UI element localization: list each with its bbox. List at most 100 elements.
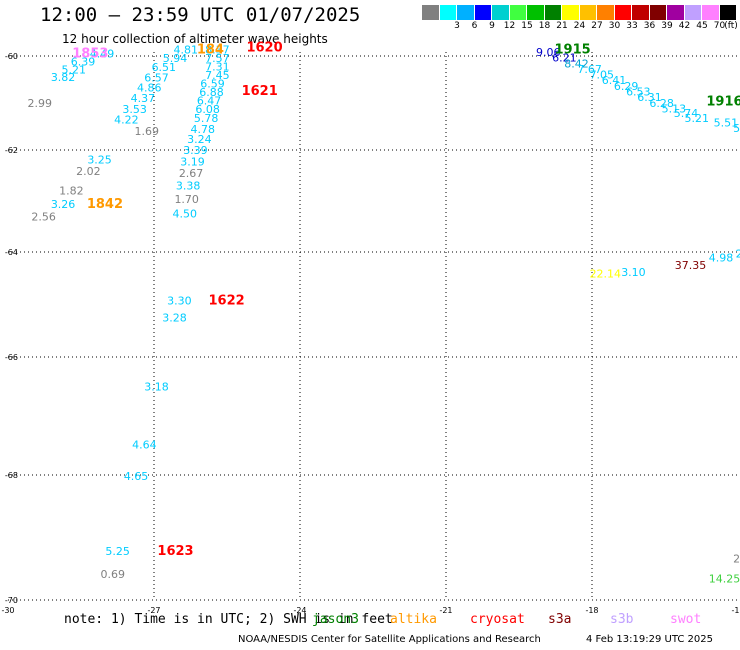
color-scale-tick-label: 27: [591, 21, 603, 31]
wave-height-value: 5.21: [684, 112, 709, 125]
wave-height-value: 3.26: [51, 198, 76, 211]
color-scale-tick-label: 36: [643, 21, 656, 31]
wave-height-value: 37.35: [675, 259, 707, 272]
color-swatch: [544, 5, 562, 20]
color-swatch: [632, 5, 650, 20]
wave-height-value: 5.51: [714, 117, 739, 130]
wave-height-value: 2: [736, 247, 740, 260]
color-swatch: [597, 5, 615, 20]
color-swatch: [684, 5, 702, 20]
wave-height-value: 4.98: [709, 251, 734, 264]
generation-timestamp: 4 Feb 13:19:29 UTC 2025: [586, 634, 713, 645]
color-swatch: [439, 5, 457, 20]
latitude-tick-label: -68: [5, 471, 18, 480]
wave-height-value: 6.47: [197, 94, 222, 107]
color-swatch: [579, 5, 597, 20]
wave-height-value: 4.64: [132, 438, 157, 451]
color-scale-unit: (ft): [724, 21, 738, 31]
color-swatch: [527, 5, 545, 20]
wave-height-value: 4.49: [90, 47, 115, 60]
wave-height-value: 3.53: [122, 103, 147, 116]
wave-height-value: 6.28: [649, 97, 674, 110]
color-scale-tick-label: 45: [696, 21, 708, 31]
wave-height-value: 5.78: [194, 112, 219, 125]
wave-height-value: 22.14: [590, 268, 622, 281]
wave-height-value: 6.08: [195, 103, 220, 116]
wave-height-value: 0.69: [100, 568, 125, 581]
wave-height-value: 2.99: [27, 97, 52, 110]
wave-height-value: 6.41: [602, 74, 627, 87]
longitude-tick-label: -27: [147, 606, 160, 615]
wave-height-value: 3.28: [162, 311, 187, 324]
color-scale-tick-label: 24: [573, 21, 586, 31]
color-scale-tick-label: 39: [661, 21, 673, 31]
color-swatch: [562, 5, 580, 20]
wave-height-value: 7.05: [590, 69, 615, 82]
wave-height-value: 6.29: [614, 80, 639, 93]
wave-height-value: 7.45: [205, 69, 230, 82]
color-scale-tick-label: 9: [489, 21, 495, 31]
pass-time-label: 1621: [242, 84, 278, 99]
satellite-legend-cryosat: cryosat: [470, 612, 525, 627]
wave-height-value: 5.21: [62, 63, 87, 76]
satellite-pass-labels: 1853 184 1620 1621 1842 1622 1623 1915 1916: [72, 40, 740, 559]
longitude-tick-label: -18: [585, 606, 598, 615]
pass-time-label: 1842: [87, 197, 123, 212]
wave-height-observations: 4.496.395.213.822.991.694.223.534.374.86…: [27, 44, 740, 586]
chart-title: 12:00 – 23:59 UTC 01/07/2025: [40, 4, 361, 26]
pass-time-label: 1620: [246, 40, 282, 55]
wave-height-value: 6.88: [199, 86, 224, 99]
pass-time-label: 1622: [209, 294, 245, 309]
color-swatch: [614, 5, 632, 20]
wave-height-value: 4.37: [131, 92, 156, 105]
wave-height-value: 3.10: [621, 266, 646, 279]
wave-height-value: 3.25: [87, 153, 112, 166]
wave-height-value: 4.50: [172, 207, 197, 220]
color-scale-tick-label: 18: [538, 21, 551, 31]
wave-height-value: 2.67: [179, 167, 204, 180]
color-scale-tick-label: 6: [471, 21, 478, 31]
wave-height-value: 6.39: [71, 55, 96, 68]
color-scale-tick-label: 21: [556, 21, 568, 31]
wave-height-value: 6.31: [637, 91, 662, 104]
wave-height-value: 14.25: [709, 573, 740, 586]
wave-height-value: 6.51: [152, 61, 177, 74]
color-swatch: [702, 5, 720, 20]
latitude-tick-label: -62: [5, 146, 18, 155]
wave-height-value: 4.78: [191, 123, 216, 136]
latitude-tick-label: -70: [5, 596, 18, 605]
chart-subtitle: 12 hour collection of altimeter wave hei…: [62, 32, 328, 46]
wave-height-value: 1.70: [174, 193, 199, 206]
wave-height-value: 5.74: [674, 107, 699, 120]
wave-height-value: 6.57: [144, 71, 169, 84]
color-swatch: [492, 5, 510, 20]
color-scale-tick-label: 30: [608, 21, 621, 31]
wave-height-value: 6.59: [200, 77, 225, 90]
color-scale-tick-label: 12: [503, 21, 516, 31]
wave-height-value: 3.38: [176, 179, 201, 192]
wave-height-value: 3.24: [187, 133, 212, 146]
latitude-tick-label: -64: [5, 248, 18, 257]
wave-height-value: 3.82: [51, 71, 76, 84]
color-swatch: [667, 5, 685, 20]
color-scale-tick-label: 15: [521, 21, 533, 31]
wave-height-value: 2.02: [76, 165, 101, 178]
color-swatch: [719, 5, 737, 20]
color-scale-tick-label: 3: [454, 21, 460, 31]
longitude-tick-label: -15: [731, 606, 740, 615]
pass-time-label: 1916: [706, 94, 740, 109]
satellite-legend-s3a: s3a: [548, 612, 572, 627]
color-scale-bar: [422, 5, 737, 20]
longitude-tick-label: -24: [293, 606, 306, 615]
color-scale-tick-label: 70: [713, 21, 726, 31]
wave-height-value: 2: [733, 553, 740, 566]
wave-height-value: 1.69: [135, 125, 160, 138]
wave-height-value: 3.19: [180, 155, 205, 168]
wave-height-value: 2.56: [31, 210, 56, 223]
pass-time-label: 1853: [72, 46, 108, 61]
pass-time-label: 184: [197, 43, 224, 58]
longitude-tick-label: -21: [439, 606, 452, 615]
color-swatch: [457, 5, 475, 20]
pass-time-label: 1915: [555, 43, 591, 58]
